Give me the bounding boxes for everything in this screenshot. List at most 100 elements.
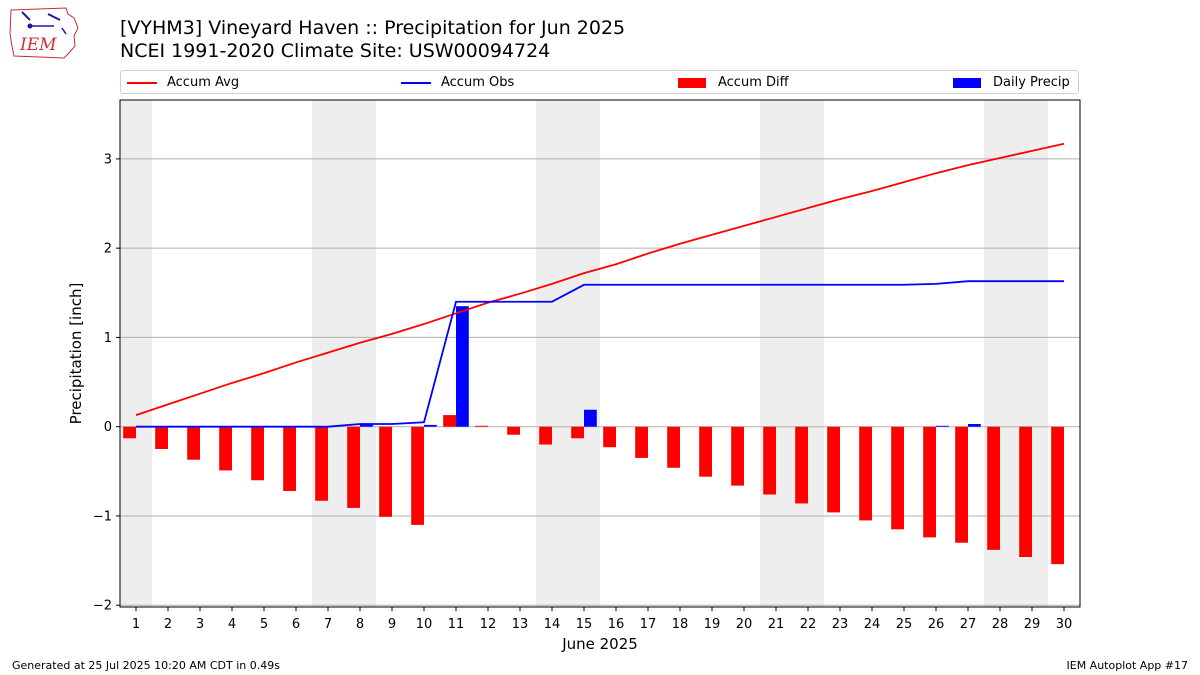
accum-diff-bars [123,415,1064,565]
y-tick-label: 2 [104,242,112,257]
accum-diff-bar [667,426,680,468]
x-tick-label: 24 [864,617,881,632]
accum-diff-bar [923,426,936,538]
accum-diff-bar [283,426,296,491]
daily-precip-bar [360,424,373,427]
legend-swatch-daily-precip [953,78,981,88]
iowa-outline-icon [9,7,79,59]
accum-diff-bar [123,426,136,439]
x-tick-label: 16 [608,617,625,632]
x-tick-label: 8 [356,617,364,632]
logo-text: IEM [19,35,57,55]
accum-diff-bar [795,426,808,504]
x-axis-label: June 2025 [561,635,638,653]
legend-label-daily-precip: Daily Precip [993,75,1070,90]
plot-frame [119,99,1081,608]
daily-precip-bar [936,425,949,427]
accum-diff-bar [443,415,456,427]
iem-logo: IEM [9,7,79,59]
legend-swatch-accum-diff [678,78,706,88]
accum-diff-bar [731,426,744,486]
x-tick-label: 2 [164,617,172,632]
y-gridlines [120,158,1080,606]
legend-swatch-accum-obs [401,82,431,84]
weekend-band [568,100,600,607]
accum-diff-bar [347,426,360,508]
y-axis-label: Precipitation [inch] [67,283,85,425]
legend-label-accum-obs: Accum Obs [441,75,515,90]
accum-diff-bar [1019,426,1032,558]
accum-avg-line [135,142,1065,416]
accum-diff-bar [891,426,904,530]
daily-precip-bar [584,409,597,427]
rain-dot-icon [27,23,33,29]
accum-diff-bar [1051,426,1064,565]
weekend-band [760,100,792,607]
x-tick-label: 7 [324,617,332,632]
x-tick-label: 22 [800,617,817,632]
x-tick-label: 15 [576,617,593,632]
x-tick-label: 10 [416,617,433,632]
y-tick-label: −2 [93,599,112,614]
x-tick-label: 14 [544,617,561,632]
accum-diff-bar [411,426,424,525]
storm-icon [32,25,67,35]
x-tick-label: 21 [768,617,785,632]
legend-label-accum-avg: Accum Avg [167,75,240,90]
x-tick-label: 12 [480,617,497,632]
accum-diff-bar [219,426,232,471]
accum-diff-bar [475,425,488,427]
daily-precip-bars [360,306,981,427]
wind-icon [21,11,61,21]
x-tick-label: 25 [896,617,913,632]
x-tick-label: 6 [292,617,300,632]
x-tick-label: 28 [992,617,1009,632]
chart-title: [VYHM3] Vineyard Haven :: Precipitation … [120,17,626,39]
accum-diff-bar [827,426,840,513]
accum-diff-bar [379,426,392,517]
footer-generated: Generated at 25 Jul 2025 10:20 AM CDT in… [12,659,280,672]
x-tick-label: 9 [388,617,396,632]
legend-swatch-accum-avg [127,82,157,84]
accum-diff-bar [251,426,264,481]
accum-diff-bar [635,426,648,458]
x-axis: 1 2 3 4 5 6 7 8 9 10 11 12 13 14 15 16 17 18 19 20 21 22 23 24 2… [132,607,1072,632]
y-tick-label: 3 [104,152,112,167]
accum-diff-bar [315,426,328,501]
accum-diff-bar [507,426,520,435]
weekend-shading [120,100,1048,607]
accum-diff-bar [955,426,968,543]
x-tick-label: 11 [448,617,465,632]
accum-diff-bar [603,426,616,448]
accum-diff-bar [763,426,776,495]
footer-app: IEM Autoplot App #17 [1066,659,1189,672]
accum-diff-bar [571,426,584,439]
y-axis: −2 −1 0 1 2 3 [93,152,120,614]
x-tick-label: 27 [960,617,977,632]
x-tick-label: 13 [512,617,529,632]
accum-diff-bar [539,426,552,445]
accum-diff-bar [187,426,200,460]
accum-diff-bar [155,426,168,450]
x-tick-label: 19 [704,617,721,632]
x-tick-label: 4 [228,617,236,632]
accum-diff-bar [859,426,872,521]
y-tick-label: 1 [104,331,112,346]
accum-obs-line [136,280,1064,428]
accum-diff-bar [987,426,1000,550]
x-tick-label: 30 [1056,617,1073,632]
x-tick-label: 3 [196,617,204,632]
x-tick-label: 29 [1024,617,1041,632]
weekend-band [792,100,824,607]
y-tick-label: −1 [93,509,112,524]
weekend-band [344,100,376,607]
weekend-band [120,100,152,607]
x-tick-label: 17 [640,617,657,632]
daily-precip-bar [456,306,469,427]
chart-subtitle: NCEI 1991-2020 Climate Site: USW00094724 [120,40,551,62]
legend-label-accum-diff: Accum Diff [718,75,789,90]
chart-legend: Accum Avg Accum Obs Accum Diff Daily Pre… [120,70,1079,94]
x-tick-label: 5 [260,617,268,632]
x-tick-label: 23 [832,617,849,632]
